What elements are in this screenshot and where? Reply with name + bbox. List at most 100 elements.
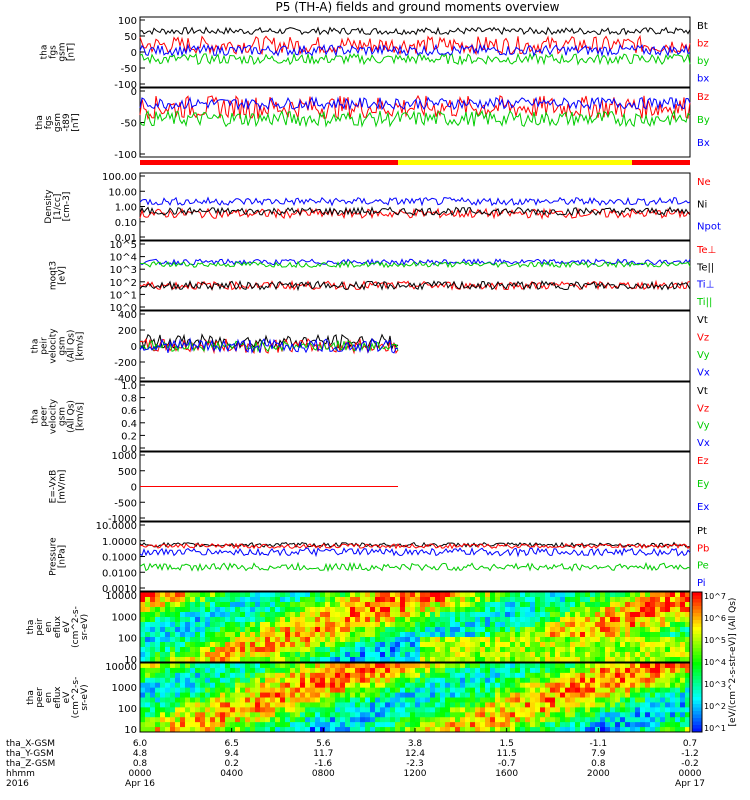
heatmap-cell	[405, 602, 411, 608]
heatmap-cell	[225, 682, 231, 689]
heatmap-cell	[155, 687, 161, 694]
heatmap-cell	[610, 642, 616, 648]
heatmap-cell	[380, 592, 386, 598]
colorbar-frame	[691, 591, 703, 733]
heatmap-cell	[145, 677, 151, 684]
heatmap-cell	[595, 642, 601, 648]
heatmap-cell	[170, 607, 176, 613]
heatmap-cell	[595, 627, 601, 633]
heatmap-cell	[550, 672, 556, 679]
heatmap-cell	[200, 632, 206, 638]
heatmap-cell	[465, 697, 471, 703]
heatmap-cell	[570, 687, 576, 694]
heatmap-cell	[620, 682, 626, 689]
heatmap-cell	[645, 667, 651, 674]
heatmap-cell	[215, 652, 221, 658]
heatmap-cell	[350, 677, 356, 684]
heatmap-cell	[385, 712, 391, 718]
heatmap-cell	[385, 652, 391, 658]
heatmap-cell	[530, 617, 536, 623]
heatmap-cell	[475, 677, 481, 684]
colorbar-cell	[692, 648, 702, 652]
heatmap-cell	[280, 592, 286, 598]
heatmap-cell	[400, 627, 406, 633]
heatmap-cell	[265, 607, 271, 613]
heatmap-cell	[490, 677, 496, 684]
heatmap-cell	[555, 712, 561, 718]
heatmap-cell	[470, 687, 476, 694]
heatmap-cell	[565, 652, 571, 658]
heatmap-cell	[510, 607, 516, 613]
heatmap-cell	[280, 707, 286, 713]
heatmap-cell	[600, 702, 606, 708]
heatmap-cell	[675, 602, 681, 608]
heatmap-cell	[550, 632, 556, 638]
heatmap-cell	[570, 672, 576, 679]
heatmap-cell	[515, 722, 521, 728]
heatmap-cell	[410, 602, 416, 608]
heatmap-cell	[190, 612, 196, 618]
heatmap-cell	[290, 667, 296, 674]
ylabel-fgs: tha	[40, 45, 50, 60]
heatmap-cell	[435, 663, 441, 669]
heatmap-cell	[290, 632, 296, 638]
heatmap-cell	[455, 667, 461, 674]
heatmap-cell	[225, 637, 231, 643]
heatmap-cell	[245, 727, 251, 733]
heatmap-cell	[485, 717, 491, 723]
heatmap-cell	[435, 627, 441, 633]
ytick-label: 10^2	[110, 278, 137, 289]
heatmap-cell	[655, 612, 661, 618]
heatmap-cell	[185, 642, 191, 648]
heatmap-cell	[445, 727, 451, 733]
heatmap-cell	[320, 692, 326, 698]
heatmap-cell	[660, 652, 666, 658]
heatmap-cell	[385, 632, 391, 638]
heatmap-cell	[265, 663, 271, 669]
heatmap-cell	[670, 717, 676, 723]
heatmap-cell	[455, 657, 461, 663]
heatmap-cell	[310, 637, 316, 643]
heatmap-cell	[455, 722, 461, 728]
heatmap-cell	[420, 687, 426, 694]
ytick-label: 0	[131, 48, 137, 59]
heatmap-cell	[170, 667, 176, 674]
heatmap-cell	[675, 727, 681, 733]
heatmap-cell	[580, 677, 586, 684]
heatmap-cell	[400, 677, 406, 684]
heatmap-cell	[645, 597, 651, 603]
heatmap-cell	[635, 607, 641, 613]
heatmap-cell	[355, 663, 361, 669]
xaxis-value: 3.8	[408, 739, 423, 749]
heatmap-cell	[500, 607, 506, 613]
heatmap-cell	[645, 622, 651, 628]
heatmap-cell	[605, 647, 611, 653]
heatmap-cell	[605, 622, 611, 628]
heatmap-cell	[315, 672, 321, 679]
heatmap-cell	[585, 663, 591, 669]
heatmap-cell	[270, 622, 276, 628]
heatmap-cell	[205, 632, 211, 638]
heatmap-cell	[685, 677, 691, 684]
ytick-label: -100	[114, 150, 137, 161]
heatmap-cell	[320, 677, 326, 684]
xaxis-value: 1200	[404, 769, 427, 779]
heatmap-cell	[240, 652, 246, 658]
heatmap-cell	[140, 667, 146, 674]
heatmap-cell	[450, 642, 456, 648]
heatmap-cell	[445, 622, 451, 628]
heatmap-cell	[535, 707, 541, 713]
heatmap-cell	[445, 692, 451, 698]
heatmap-cell	[350, 672, 356, 679]
ylabel-peir-spec: en	[44, 621, 54, 632]
heatmap-cell	[435, 637, 441, 643]
ytick-label: 500	[118, 467, 137, 478]
heatmap-cell	[240, 627, 246, 633]
heatmap-cell	[480, 602, 486, 608]
heatmap-cell	[165, 642, 171, 648]
heatmap-cell	[200, 722, 206, 728]
heatmap-cell	[450, 697, 456, 703]
heatmap-cell	[675, 622, 681, 628]
heatmap-cell	[210, 622, 216, 628]
heatmap-cell	[610, 717, 616, 723]
